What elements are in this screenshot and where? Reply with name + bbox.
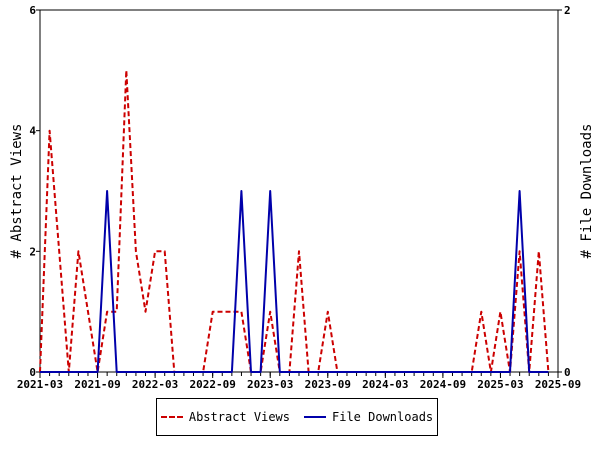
legend-item-abstract-views: Abstract Views	[160, 410, 290, 424]
x-tick-label: 2022-03	[132, 378, 178, 391]
y-right-tick-label: 0	[564, 366, 571, 379]
dashed-red-line-icon	[160, 416, 183, 418]
y-left-tick-label: 6	[29, 4, 36, 17]
y-axis-left: 0 2 4 6	[29, 4, 40, 379]
x-tick-label: 2021-03	[17, 378, 63, 391]
legend-label: Abstract Views	[188, 410, 290, 424]
x-tick-label: 2023-03	[247, 378, 293, 391]
plot-frame	[39, 9, 559, 373]
y-axis-left-title: # Abstract Views	[9, 124, 25, 259]
y-left-tick-label: 4	[29, 125, 36, 138]
y-left-tick-label: 0	[29, 366, 36, 379]
x-axis: 2021-03 2021-09 2022-03 2022-09 2023-03 2023-…	[17, 372, 581, 391]
x-tick-label: 2022-09	[189, 378, 235, 391]
x-tick-label: 2021-09	[74, 378, 120, 391]
x-tick-label: 2023-09	[305, 378, 351, 391]
legend: Abstract Views File Downloads	[156, 398, 438, 436]
x-tick-label: 2024-09	[420, 378, 466, 391]
series-line-file-downloads	[40, 190, 549, 373]
y-left-tick-label: 2	[29, 245, 36, 258]
series-layer	[39, 69, 550, 373]
legend-item-file-downloads: File Downloads	[304, 410, 433, 424]
x-tick-label: 2025-03	[477, 378, 523, 391]
x-tick-label: 2025-09	[535, 378, 581, 391]
y-right-tick-label: 2	[564, 4, 571, 17]
y-axis-right-title: # File Downloads	[579, 124, 595, 259]
plot-area	[39, 9, 559, 373]
x-tick-label: 2024-03	[362, 378, 408, 391]
legend-label: File Downloads	[332, 410, 434, 424]
y-axis-right: 02	[558, 4, 571, 379]
solid-blue-line-icon	[304, 416, 326, 418]
